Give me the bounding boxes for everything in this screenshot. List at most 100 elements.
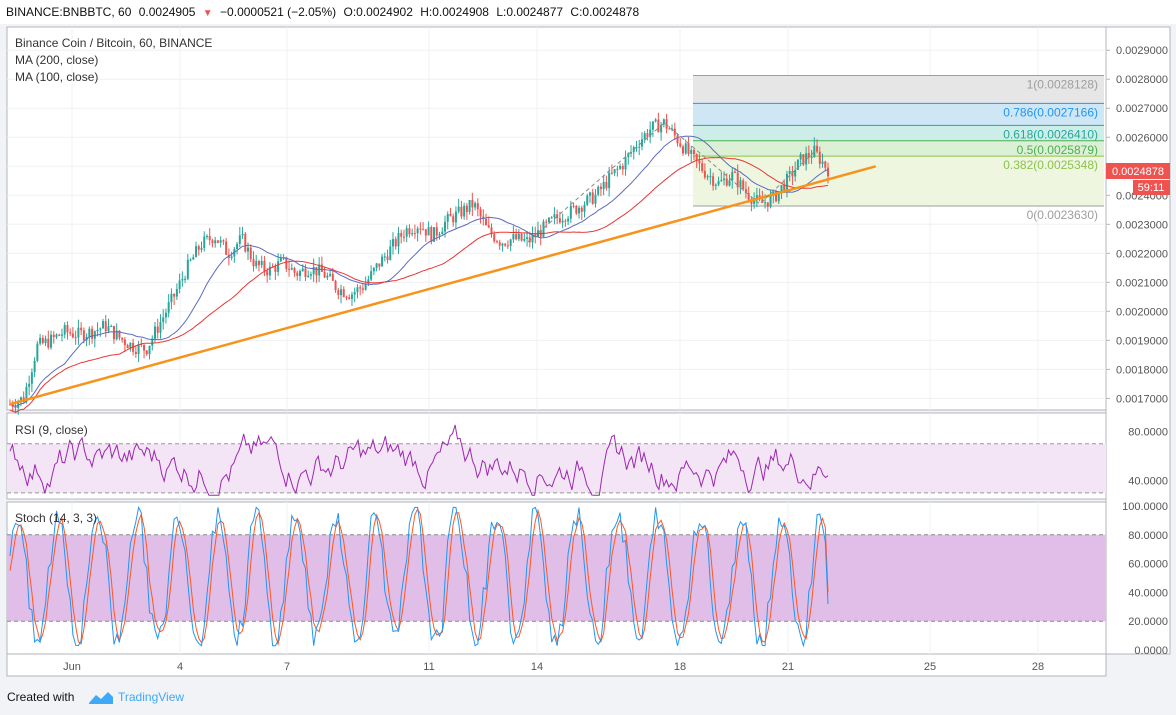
trendline[interactable] [9, 165, 877, 406]
price-tick-label: 0.0026000 [1116, 132, 1168, 144]
candle-body [504, 243, 507, 246]
candle-body [717, 181, 720, 185]
tradingview-logo-icon[interactable] [88, 691, 114, 705]
candle-body [728, 180, 731, 186]
candle-body [553, 214, 556, 218]
time-tick-label: 21 [782, 661, 794, 673]
price-axis[interactable] [1105, 26, 1171, 655]
fib-zone [693, 75, 1104, 104]
candle-body [709, 176, 712, 178]
stoch-title[interactable]: Stoch (14, 3, 3) [15, 511, 97, 525]
candle-body [110, 325, 113, 327]
rsi-line [9, 424, 829, 496]
candle-body [367, 279, 370, 285]
candle-body [200, 248, 203, 250]
candle-body [441, 231, 444, 235]
candle-body [222, 240, 225, 242]
candle-body [564, 220, 567, 222]
last-price-tag-value: 0.0024878 [1112, 166, 1164, 178]
candle-body [118, 330, 121, 338]
candle-body [602, 181, 605, 190]
candle-body [178, 280, 181, 290]
candle-body [616, 168, 619, 170]
chart-title[interactable]: Binance Coin / Bitcoin, 60, BINANCE [15, 36, 212, 50]
price-change: −0.0000521 (−2.05%) [220, 5, 337, 19]
price-tick-label: 0.0027000 [1116, 103, 1168, 115]
candle-body [692, 149, 695, 154]
time-tick-label: 18 [674, 661, 686, 673]
candle-body [805, 153, 808, 165]
candle-body [468, 199, 471, 212]
candle-body [824, 161, 827, 168]
candle-body [340, 289, 343, 296]
candle-body [320, 264, 323, 272]
candle-body [679, 143, 682, 147]
candle-body [419, 228, 422, 230]
candle-body [802, 154, 805, 165]
candle-body [460, 206, 463, 217]
candle-body [126, 345, 129, 349]
candle-body [408, 228, 411, 235]
price-tick-label: 0.0020000 [1116, 306, 1168, 318]
candle-body [361, 288, 364, 290]
stoch-k-line [9, 505, 829, 648]
candle-body [619, 166, 622, 169]
candle-body [184, 278, 187, 280]
ma200-legend[interactable]: MA (200, close) [15, 53, 98, 67]
candle-body [50, 334, 53, 348]
candle-body [36, 343, 39, 361]
candle-body [744, 189, 747, 194]
candle-body [153, 326, 156, 339]
candle-body [400, 233, 403, 237]
fib-zone [693, 103, 1104, 126]
tradingview-link[interactable]: TradingView [118, 690, 185, 704]
candle-body [569, 205, 572, 219]
ma100-line [9, 135, 829, 407]
candle-body [493, 234, 496, 242]
symbol-label[interactable]: BINANCE:BNBBTC, 60 [6, 5, 132, 19]
rsi-title[interactable]: RSI (9, close) [15, 423, 88, 437]
candle-body [706, 176, 709, 178]
candle-body [827, 167, 829, 177]
candle-body [465, 205, 468, 212]
candle-body [175, 289, 178, 297]
candle-body [714, 184, 717, 186]
time-tick-label: 14 [531, 661, 543, 673]
candle-body [378, 263, 381, 267]
candle-body [189, 259, 192, 261]
candle-body [766, 202, 769, 207]
candle-body [381, 256, 384, 267]
candle-body [791, 170, 794, 177]
candle-body [682, 146, 685, 154]
high-value: 0.0024908 [432, 5, 489, 19]
candle-body [780, 185, 783, 192]
close-label: C: [570, 5, 583, 19]
time-tick-label: 11 [423, 661, 434, 673]
time-axis[interactable] [6, 653, 1107, 677]
candle-body [356, 287, 359, 293]
candle-body [547, 217, 550, 223]
candle-body [104, 321, 107, 332]
candle-body [750, 199, 753, 204]
candle-body [244, 233, 247, 252]
candle-body [30, 372, 33, 384]
candle-body [44, 338, 47, 344]
chart-area[interactable]: 1(0.0028128) 0.786(0.0027166) 0.618(0.0026… [0, 24, 1176, 680]
candle-body [236, 243, 239, 249]
candle-body [88, 328, 91, 337]
candle-body [796, 159, 799, 170]
candle-body [742, 180, 745, 190]
candle-body [424, 229, 427, 236]
candle-body [329, 274, 332, 276]
stoch-tick-label: 20.0000 [1128, 616, 1168, 628]
ma100-legend[interactable]: MA (100, close) [15, 70, 98, 84]
ma200-line [9, 156, 829, 413]
price-tick-label: 0.0018000 [1116, 364, 1168, 376]
candle-body [77, 327, 80, 338]
candle-body [74, 337, 77, 339]
candlestick-series [9, 112, 829, 415]
candle-body [783, 185, 786, 192]
candle-body [337, 290, 340, 296]
candle-body [25, 386, 28, 403]
candle-body [479, 209, 482, 217]
